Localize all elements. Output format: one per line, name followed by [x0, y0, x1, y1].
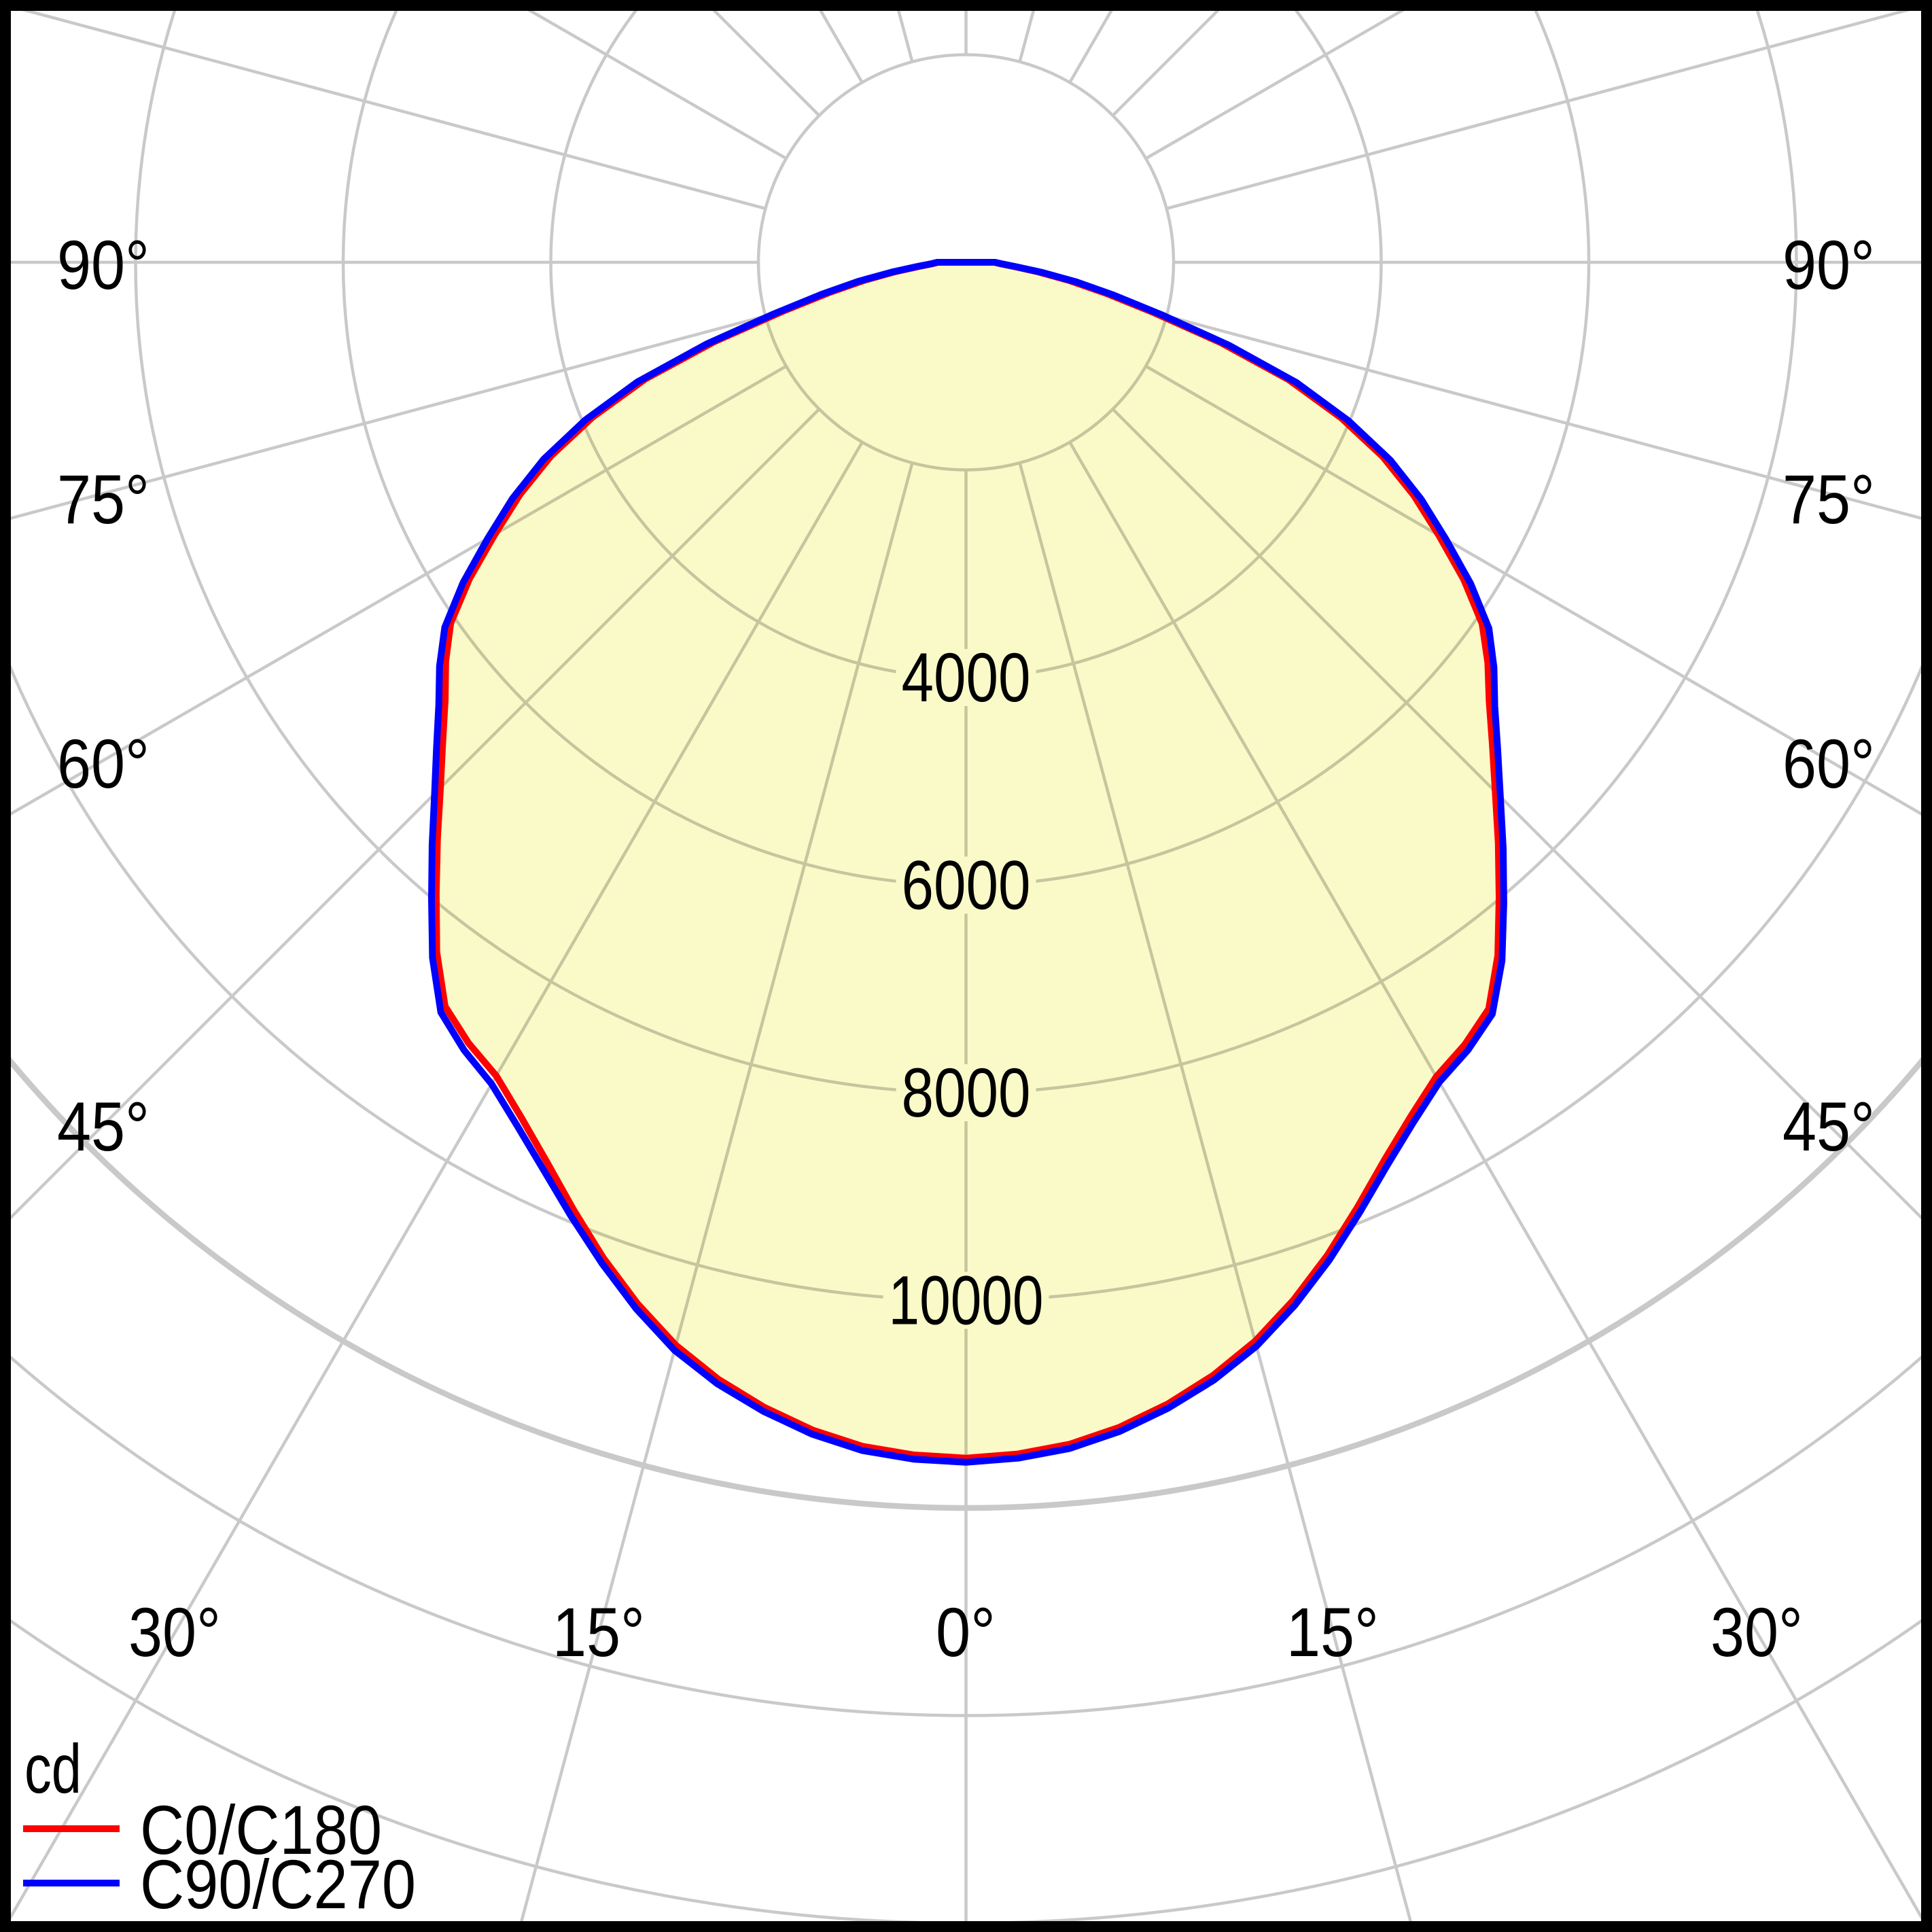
curve-c0-c180 — [432, 259, 1503, 1462]
angle-label-right: 60° — [1782, 725, 1875, 803]
angle-label-left: 90° — [57, 226, 150, 304]
radial-label-mask — [896, 856, 1036, 914]
radial-value-labels: 4000 6000 8000 10000 — [883, 639, 1049, 1339]
angle-label-left: 45° — [57, 1088, 150, 1165]
radial-label-mask — [883, 1271, 1049, 1329]
angle-label-bottom: 15° — [1286, 1594, 1379, 1671]
grid-spoke — [11, 314, 766, 520]
angle-label-bottom: 30° — [1710, 1594, 1803, 1671]
grid-spoke — [1144, 364, 1921, 816]
radial-value-label: 4000 — [902, 639, 1031, 716]
angle-label-bottom: 30° — [128, 1594, 221, 1671]
legend-unit-label: cd — [24, 1730, 82, 1808]
grid-spoke — [1166, 11, 1911, 211]
angle-label-left: 60° — [57, 725, 150, 803]
angle-label-bottom: 15° — [552, 1594, 645, 1671]
legend-item-label: C90/C270 — [140, 1846, 416, 1923]
angle-label-right: 90° — [1782, 226, 1875, 304]
grid-spoke — [1166, 314, 1921, 520]
angle-label-left: 75° — [57, 461, 150, 538]
angle-label-right: 45° — [1782, 1088, 1875, 1165]
angle-label-right: 75° — [1782, 461, 1875, 538]
radial-value-label: 8000 — [902, 1054, 1031, 1131]
grid-spoke — [11, 364, 788, 816]
radial-label-mask — [896, 649, 1036, 706]
angle-label-bottom: 0° — [936, 1594, 996, 1671]
curve-c90-c270 — [428, 259, 1507, 1466]
radial-label-mask — [896, 1064, 1036, 1121]
grid-spoke — [21, 11, 766, 211]
angle-labels: 90° 75° 60° 45° 90° 75° 60° 45° 30° 15° 0° 15° 30° — [57, 226, 1875, 1671]
radial-value-label: 6000 — [902, 847, 1031, 924]
legend-item-label: C0/C180 — [140, 1791, 382, 1869]
radial-value-label: 10000 — [889, 1262, 1044, 1339]
